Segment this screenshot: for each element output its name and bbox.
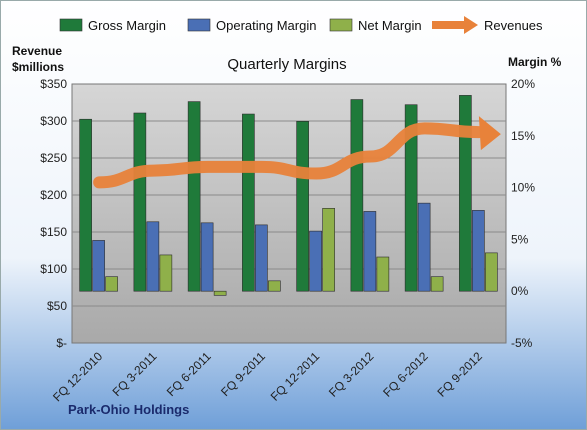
left-tick-label: $200 xyxy=(40,188,67,202)
bar-net-margin xyxy=(322,208,335,292)
right-tick-label: -5% xyxy=(511,336,533,350)
legend-item-operating-margin: Operating Margin xyxy=(187,18,316,33)
revenue-line xyxy=(93,122,485,189)
bar-operating-margin xyxy=(417,202,431,292)
legend-swatch xyxy=(59,18,83,32)
bar-gross-margin xyxy=(350,99,364,292)
bar-operating-margin xyxy=(146,221,160,292)
bar-net-margin xyxy=(485,252,498,292)
right-tick-label: 15% xyxy=(511,129,535,143)
left-axis-title-line2: $millions xyxy=(12,60,64,74)
bar-gross-margin xyxy=(79,118,92,292)
left-axis-ticks: $- $50 $100 $150 $200 $250 $300 $350 xyxy=(40,77,67,350)
bar-operating-margin xyxy=(472,210,485,292)
bar-gross-margin xyxy=(459,95,472,292)
left-tick-label: $- xyxy=(56,336,67,350)
legend-item-gross-margin: Gross Margin xyxy=(59,18,166,33)
bar-operating-margin xyxy=(200,222,214,292)
legend-arrow xyxy=(464,16,478,34)
legend-label: Revenues xyxy=(484,18,543,33)
bar-net-margin xyxy=(376,256,390,292)
left-tick-label: $150 xyxy=(40,225,67,239)
bar-net-margin xyxy=(268,280,281,292)
bar-gross-margin xyxy=(133,112,147,292)
legend-swatch xyxy=(187,18,211,32)
right-axis-title: Margin % xyxy=(508,55,562,69)
bar-operating-margin xyxy=(363,211,377,292)
bar-net-margin xyxy=(159,254,173,292)
left-tick-label: $100 xyxy=(40,262,67,276)
left-tick-label: $300 xyxy=(40,114,67,128)
legend-item-net-margin: Net Margin xyxy=(329,18,422,33)
bar-operating-margin xyxy=(309,230,322,292)
legend-label: Operating Margin xyxy=(216,18,316,33)
bar-net-margin xyxy=(213,290,227,296)
chart-title: Quarterly Margins xyxy=(227,56,346,73)
left-axis-title-line1: Revenue xyxy=(12,44,62,58)
bar-operating-margin xyxy=(92,240,105,292)
left-tick-label: $350 xyxy=(40,77,67,91)
legend-swatch xyxy=(329,18,353,32)
legend-item-revenues: Revenues xyxy=(432,16,543,34)
left-tick-label: $250 xyxy=(40,151,67,165)
revenue-arrowhead xyxy=(478,116,501,151)
revenue-series xyxy=(93,116,501,189)
legend-label: Net Margin xyxy=(358,18,422,33)
right-tick-label: 10% xyxy=(511,181,535,195)
right-tick-label: 20% xyxy=(511,77,535,91)
bars xyxy=(79,95,498,296)
bar-operating-margin xyxy=(255,224,268,292)
bar-net-margin xyxy=(430,276,444,292)
right-tick-label: 0% xyxy=(511,284,529,298)
bar-net-margin xyxy=(105,276,118,292)
left-tick-label: $50 xyxy=(47,299,67,313)
legend-label: Gross Margin xyxy=(88,18,166,33)
bar-gross-margin xyxy=(242,113,255,292)
right-tick-label: 5% xyxy=(511,232,529,246)
bar-gross-margin xyxy=(296,120,309,292)
legend: Gross Margin Operating Margin Net Margin Re… xyxy=(59,16,543,34)
company-name: Park-Ohio Holdings xyxy=(68,402,189,417)
bar-gross-margin xyxy=(404,104,418,292)
bar-gross-margin xyxy=(187,101,201,292)
right-axis-ticks: -5% 0% 5% 10% 15% 20% xyxy=(511,77,535,350)
